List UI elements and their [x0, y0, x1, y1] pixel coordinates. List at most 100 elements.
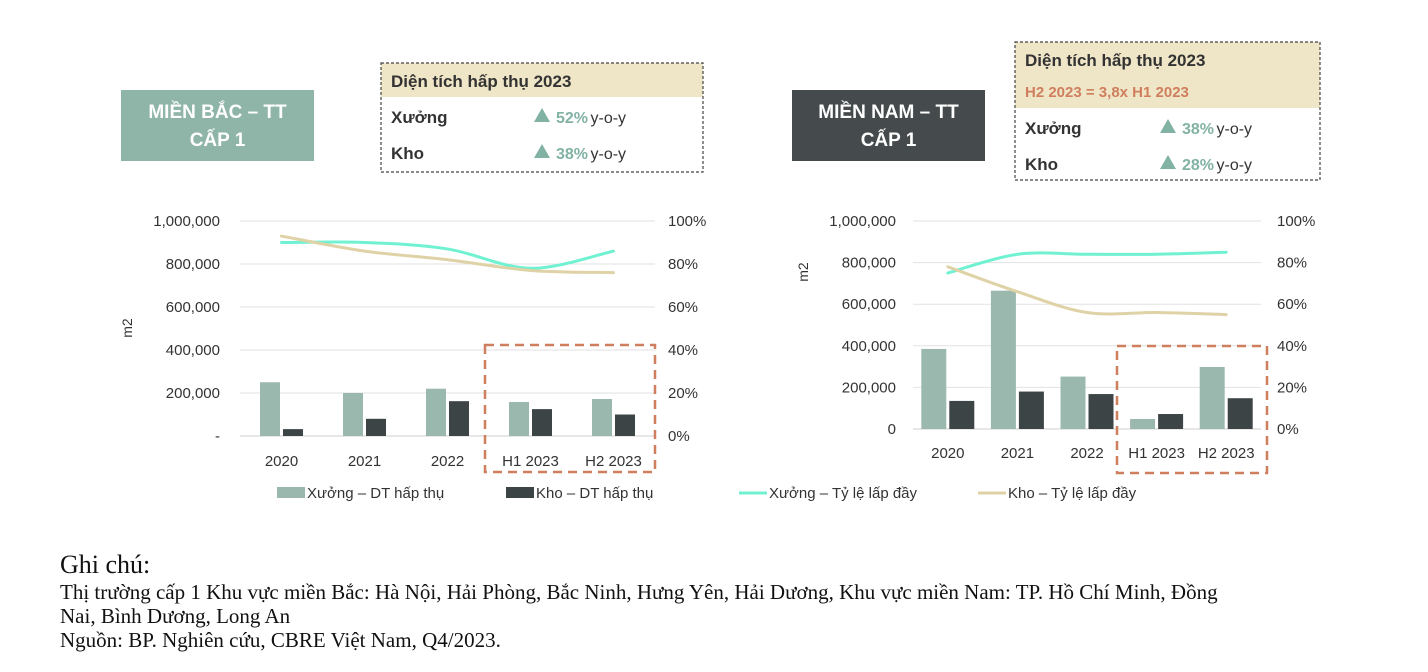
north-y-tick-label: 600,000 — [166, 299, 220, 316]
north-info-row-suffix: y-o-y — [591, 110, 627, 127]
south-info-row-pct: 38% — [1182, 121, 1214, 138]
south-up-arrow-icon — [1160, 119, 1176, 133]
north-y-tick-label: 1,000,000 — [153, 213, 220, 230]
south-info-row-label: Xưởng — [1025, 119, 1082, 138]
legend-label: Xưởng – DT hấp thụ — [307, 485, 444, 502]
north-bar-xuong — [260, 382, 280, 436]
south-region-badge — [792, 90, 985, 161]
south-category-label: 2021 — [1001, 445, 1034, 462]
south-info-row-label: Kho — [1025, 155, 1058, 174]
chart-legend: Xưởng – DT hấp thụ Kho – DT hấp thụ Xưởng … — [277, 485, 1137, 502]
north-y2-tick-label: 80% — [668, 256, 698, 273]
south-category-label: H1 2023 — [1128, 445, 1185, 462]
north-y-tick-label: 400,000 — [166, 342, 220, 359]
south-bar-kho — [1018, 391, 1044, 429]
north-bar-kho — [283, 429, 303, 436]
notes-section: Ghi chú: Thị trường cấp 1 Khu vực miền B… — [60, 550, 1410, 652]
south-y-tick-label: 600,000 — [842, 296, 896, 313]
south-line-kho — [946, 265, 1228, 317]
south-badge-line2: CẤP 1 — [861, 129, 917, 151]
north-region-badge — [121, 90, 314, 161]
south-bar-xuong — [990, 290, 1016, 429]
north-bar-xuong — [509, 402, 529, 436]
north-info-header-bg — [381, 63, 703, 97]
south-info-row-suffix: y-o-y — [1217, 157, 1253, 174]
south-y2-tick-label: 20% — [1277, 379, 1307, 396]
south-bar-xuong — [921, 348, 947, 429]
south-y-tick-label: 0 — [888, 421, 896, 438]
north-y-tick-label: 200,000 — [166, 385, 220, 402]
industrial-absorption-chart: - 200,000 400,000 600,000 800,000 1,000,000 0%… — [119, 41, 1321, 502]
legend-swatch-bar_xuong — [277, 487, 305, 498]
north-y2-tick-label: 0% — [668, 428, 690, 445]
south-y2-tick-label: 40% — [1277, 338, 1307, 355]
north-highlight-box — [483, 343, 657, 474]
south-y-tick-label: 800,000 — [842, 255, 896, 272]
south-y-tick-label: 200,000 — [842, 379, 896, 396]
south-bar-kho — [1158, 414, 1184, 429]
north-info-row-pct: 52% — [556, 110, 588, 127]
north-category-label: H1 2023 — [502, 453, 559, 470]
south-line-xuong — [946, 250, 1228, 275]
south-category-label: H2 2023 — [1198, 445, 1255, 462]
notes-source: Nguồn: BP. Nghiên cứu, CBRE Việt Nam, Q4… — [60, 628, 501, 652]
north-y2-tick-label: 60% — [668, 299, 698, 316]
north-category-label: 2021 — [348, 453, 381, 470]
north-category-label: 2022 — [431, 453, 464, 470]
north-bar-xuong — [592, 399, 612, 436]
south-info-title: Diện tích hấp thụ 2023 — [1025, 51, 1205, 70]
south-bar-kho — [1227, 398, 1253, 429]
north-bar-xuong — [426, 388, 446, 436]
north-y-axis-label: m2 — [119, 318, 135, 338]
south-badge-line1: MIỀN NAM – TT — [818, 101, 959, 123]
north-line-kho — [280, 234, 615, 275]
north-badge-line1: MIỀN BẮC – TT — [148, 101, 287, 123]
south-bar-xuong — [1130, 419, 1156, 429]
south-y2-tick-label: 60% — [1277, 296, 1307, 313]
south-y-axis-label: m2 — [795, 262, 811, 282]
north-bar-xuong — [343, 393, 363, 436]
north-up-arrow-icon — [534, 108, 550, 122]
north-bar-kho — [449, 401, 469, 436]
north-chart-panel: - 200,000 400,000 600,000 800,000 1,000,000 0%… — [119, 62, 706, 474]
north-bar-kho — [366, 418, 386, 436]
north-bar-kho — [532, 409, 552, 436]
south-info-row-pct: 28% — [1182, 157, 1214, 174]
legend-swatch-bar_kho — [506, 487, 534, 498]
south-y2-tick-label: 0% — [1277, 421, 1299, 438]
north-info-row-label: Kho — [391, 144, 424, 163]
notes-markets-line-cont: Nai, Bình Dương, Long An — [60, 604, 291, 628]
south-highlight-box — [1115, 344, 1269, 475]
north-info-title: Diện tích hấp thụ 2023 — [391, 72, 571, 91]
north-info-row-pct: 38% — [556, 146, 588, 163]
north-info-row-suffix: y-o-y — [591, 146, 627, 163]
north-info-box — [380, 62, 704, 173]
south-y2-tick-label: 80% — [1277, 255, 1307, 272]
north-line-xuong — [280, 240, 615, 270]
north-info-row-label: Xưởng — [391, 108, 448, 127]
south-bar-xuong — [1060, 376, 1086, 429]
notes-heading: Ghi chú: — [60, 550, 151, 579]
north-y2-tick-label: 40% — [668, 342, 698, 359]
legend-label: Kho – DT hấp thụ — [536, 485, 653, 502]
south-info-subtitle: H2 2023 = 3,8x H1 2023 — [1025, 84, 1189, 101]
south-bar-kho — [949, 400, 975, 429]
south-bar-kho — [1088, 394, 1114, 429]
north-category-label: H2 2023 — [585, 453, 642, 470]
north-y2-tick-label: 100% — [668, 213, 706, 230]
north-category-label: 2020 — [265, 453, 298, 470]
south-category-label: 2020 — [931, 445, 964, 462]
south-y-tick-label: 1,000,000 — [829, 213, 896, 230]
south-y2-tick-label: 100% — [1277, 213, 1315, 230]
south-chart-panel: 0 200,000 400,000 600,000 800,000 1,000,000 0%… — [792, 41, 1321, 475]
south-info-box — [1014, 41, 1321, 181]
notes-markets-line: Thị trường cấp 1 Khu vực miền Bắc: Hà Nộ… — [60, 580, 1218, 604]
north-bar-kho — [615, 414, 635, 436]
north-y2-tick-label: 20% — [668, 385, 698, 402]
north-y-tick-label: 800,000 — [166, 256, 220, 273]
north-y-tick-label: - — [215, 428, 220, 445]
north-badge-line2: CẤP 1 — [190, 129, 246, 151]
south-up-arrow-icon — [1160, 155, 1176, 169]
legend-label: Kho – Tỷ lệ lấp đầy — [1008, 485, 1137, 502]
south-info-row-suffix: y-o-y — [1217, 121, 1253, 138]
